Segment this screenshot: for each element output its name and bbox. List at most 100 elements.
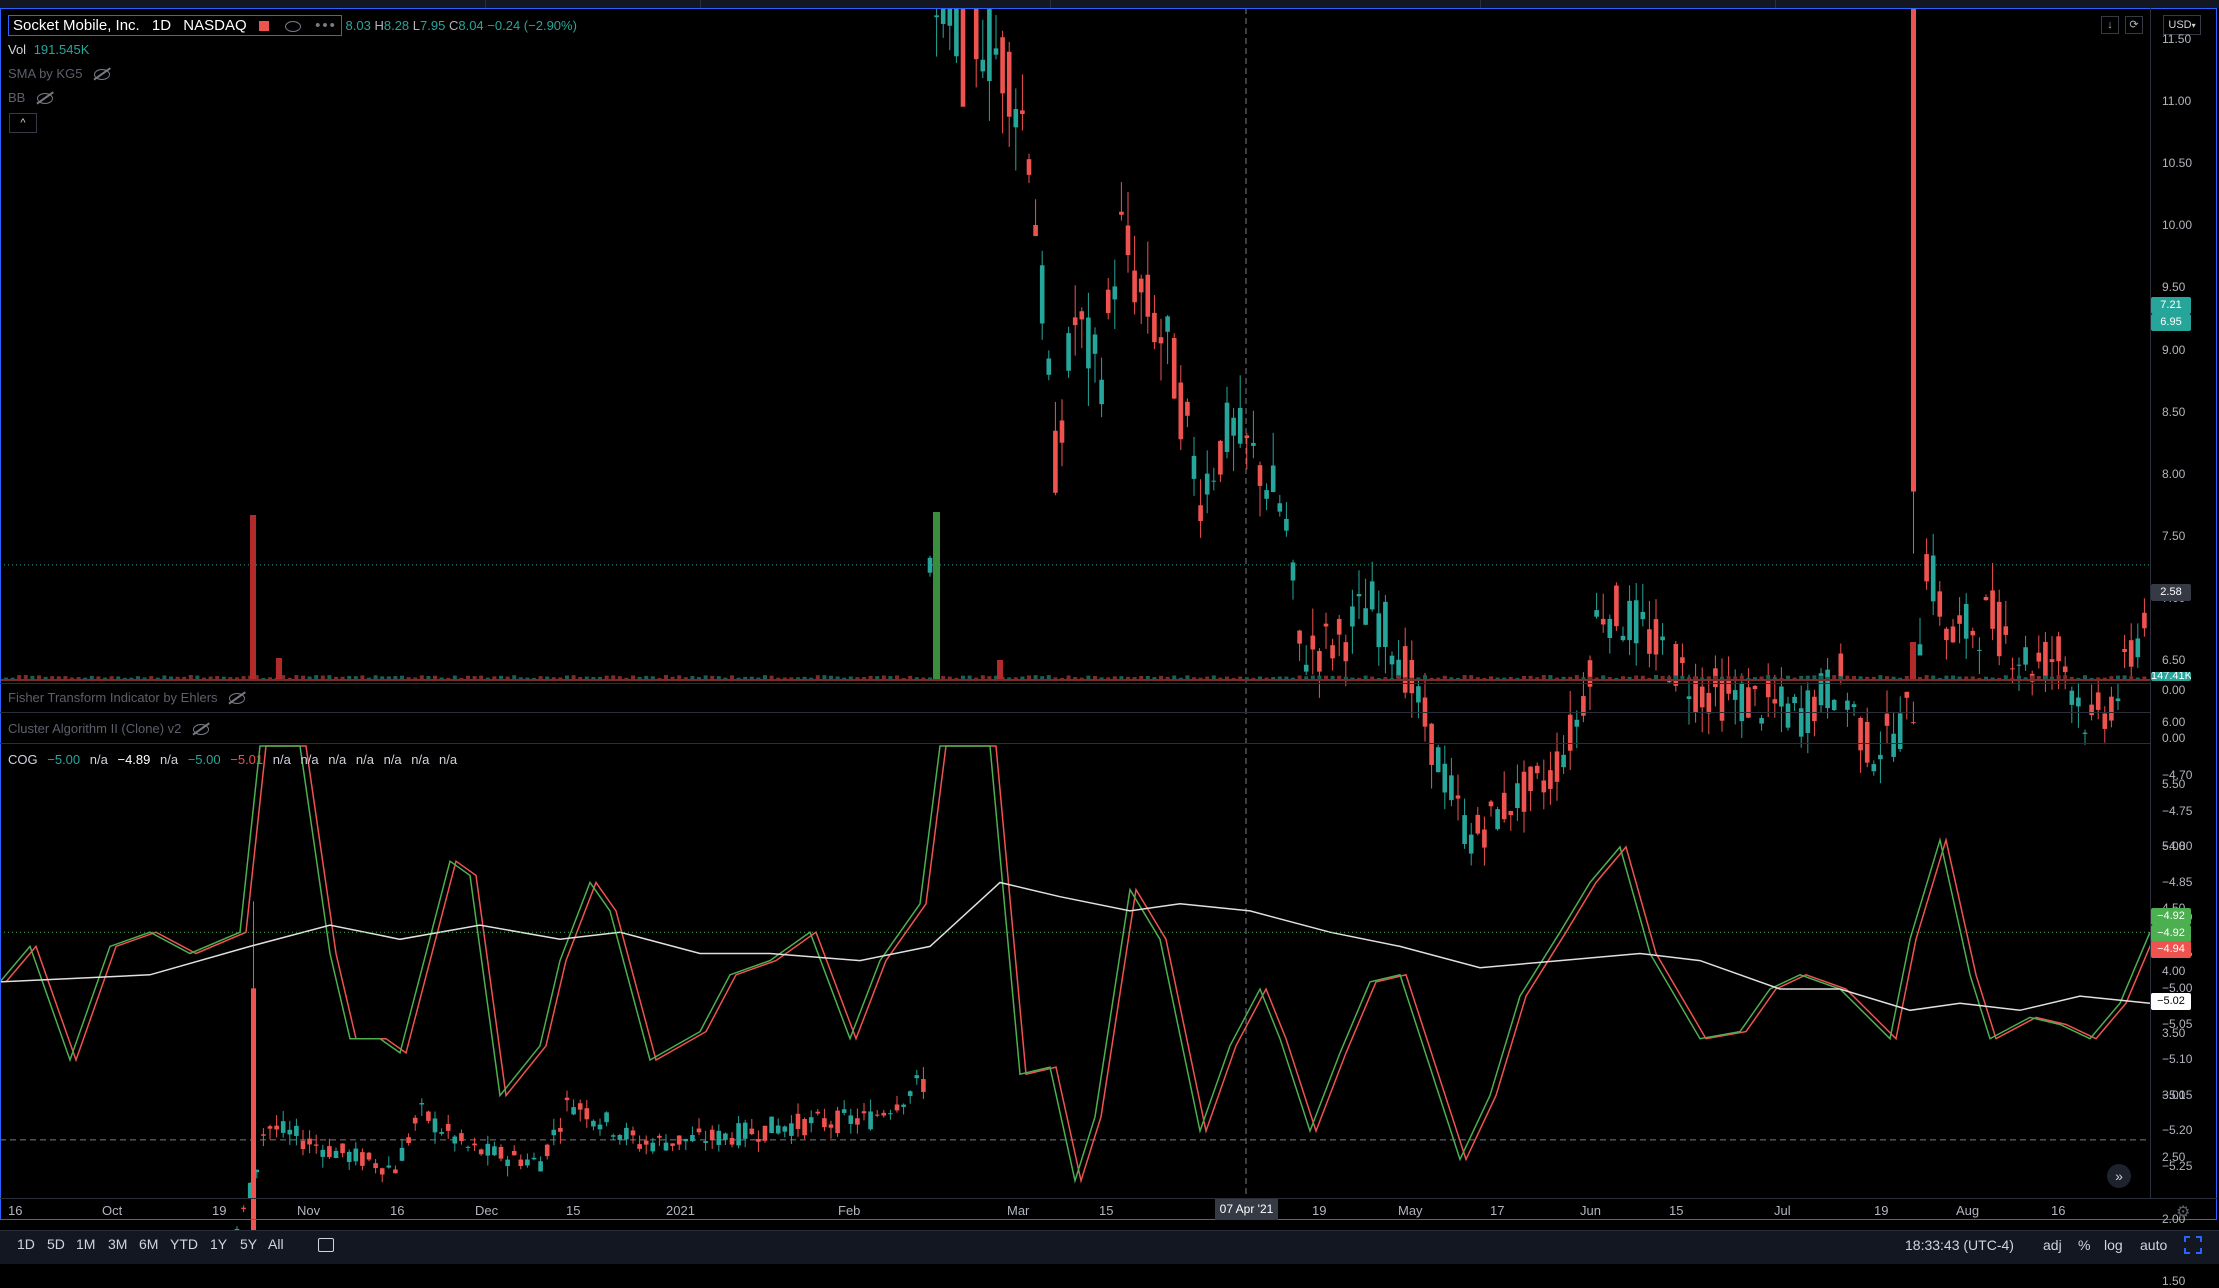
- settings-gear-icon[interactable]: ⚙: [2176, 1202, 2190, 1222]
- cog-axis-label: −4.70: [2162, 768, 2192, 782]
- symbol-box[interactable]: Socket Mobile, Inc. 1D NASDAQ •••: [8, 15, 342, 36]
- ohlc-open: 8.03: [346, 18, 371, 33]
- cog-value: n/a: [439, 752, 457, 767]
- cog-value: −4.89: [117, 752, 150, 767]
- clock[interactable]: 18:33:43 (UTC-4): [1905, 1237, 2014, 1253]
- cog-axis-label: −5.15: [2162, 1088, 2192, 1102]
- cog-label: COG: [8, 752, 38, 767]
- price-axis-label: 6.00: [2162, 715, 2185, 729]
- timeframe-button[interactable]: 3M: [108, 1236, 127, 1252]
- time-axis-label: 16: [8, 1203, 22, 1218]
- vol-label: Vol: [8, 42, 26, 57]
- interval: 1D: [152, 17, 171, 34]
- time-axis-label: Jul: [1774, 1203, 1791, 1218]
- bb-label: BB: [8, 90, 25, 105]
- exchange: NASDAQ: [183, 17, 246, 34]
- vol-value: 191.545K: [34, 42, 90, 57]
- pane-separator[interactable]: [0, 712, 2150, 713]
- ohlc-change: −0.24 (−2.90%): [487, 18, 577, 33]
- volume-badge: 147.41K: [2151, 672, 2191, 681]
- log-toggle[interactable]: log: [2104, 1237, 2123, 1253]
- price-axis-label: 8.00: [2162, 467, 2185, 481]
- fisher-legend[interactable]: Fisher Transform Indicator by Ehlers: [8, 690, 245, 705]
- bb-legend[interactable]: BB: [8, 90, 53, 105]
- collapse-legend-button[interactable]: ^: [9, 113, 37, 133]
- time-axis-label: 17: [1490, 1203, 1504, 1218]
- time-axis-label: 19: [212, 1203, 226, 1218]
- price-axis-label: 9.50: [2162, 280, 2185, 294]
- price-badge: 6.95: [2151, 314, 2191, 331]
- cog-legend[interactable]: COG −5.00 n/a −4.89 n/a −5.00 −5.01 n/a …: [8, 752, 463, 767]
- timeframe-button[interactable]: 1M: [76, 1236, 95, 1252]
- fisher-axis-label: 0.00: [2162, 683, 2185, 697]
- cog-axis-label: −5.20: [2162, 1123, 2192, 1137]
- cog-axis-label: −5.25: [2162, 1159, 2192, 1173]
- cog-badge: −4.92: [2151, 925, 2191, 942]
- cog-axis-label: −4.80: [2162, 839, 2192, 853]
- download-icon[interactable]: ↓: [2101, 16, 2119, 34]
- cog-badge: −5.02: [2151, 993, 2191, 1010]
- timeframe-button[interactable]: 5D: [47, 1236, 65, 1252]
- cluster-legend[interactable]: Cluster Algorithm II (Clone) v2: [8, 721, 209, 736]
- refresh-icon[interactable]: ⟳: [2125, 16, 2143, 34]
- ohlc-high-prefix: H: [374, 18, 383, 33]
- crosshair-price-badge: 2.58: [2151, 584, 2191, 601]
- pane-separator[interactable]: [0, 683, 2150, 684]
- timeframe-button[interactable]: 1Y: [210, 1236, 227, 1252]
- time-axis-label: Nov: [297, 1203, 320, 1218]
- cog-value: n/a: [300, 752, 318, 767]
- price-axis-label: 10.00: [2162, 218, 2192, 232]
- ohlc-close-prefix: C: [449, 18, 458, 33]
- price-axis-label: 8.50: [2162, 405, 2185, 419]
- adj-toggle[interactable]: adj: [2043, 1237, 2062, 1253]
- hidden-eye-icon[interactable]: [94, 69, 110, 80]
- price-axis-label: 9.00: [2162, 343, 2185, 357]
- time-axis-label: May: [1398, 1203, 1423, 1218]
- time-axis-label: Jun: [1580, 1203, 1601, 1218]
- fullscreen-icon[interactable]: [2184, 1236, 2202, 1254]
- timeframe-button[interactable]: YTD: [170, 1236, 198, 1252]
- timeframe-button[interactable]: 6M: [139, 1236, 158, 1252]
- cluster-axis-label: 0.00: [2162, 731, 2185, 745]
- hidden-eye-icon[interactable]: [37, 93, 53, 104]
- price-axis-label: 11.50: [2162, 32, 2191, 46]
- price-axis-label: 10.50: [2162, 156, 2192, 170]
- time-axis-label: 2021: [666, 1203, 695, 1218]
- hidden-eye-icon[interactable]: [193, 724, 209, 735]
- time-axis-label: Aug: [1956, 1203, 1979, 1218]
- cog-badge: −4.92: [2151, 908, 2191, 925]
- more-dots-icon[interactable]: •••: [315, 17, 337, 34]
- main-legend: Socket Mobile, Inc. 1D NASDAQ ••• 8.03 H…: [8, 15, 577, 36]
- time-axis-label: Mar: [1007, 1203, 1029, 1218]
- date-range-icon[interactable]: [318, 1238, 334, 1252]
- time-axis-label: Dec: [475, 1203, 498, 1218]
- time-axis-label: 19: [1312, 1203, 1326, 1218]
- hidden-eye-icon[interactable]: [229, 693, 245, 704]
- timeframe-button[interactable]: 1D: [17, 1236, 35, 1252]
- cog-axis-label: −4.75: [2162, 804, 2192, 818]
- timeframe-button[interactable]: 5Y: [240, 1236, 257, 1252]
- percent-toggle[interactable]: %: [2078, 1237, 2090, 1253]
- vol-legend[interactable]: Vol 191.545K: [8, 42, 89, 57]
- price-axis-label: 1.50: [2162, 1274, 2185, 1288]
- flag-icon[interactable]: [259, 21, 269, 31]
- symbol-name: Socket Mobile, Inc.: [13, 17, 140, 34]
- time-axis-border: [0, 1198, 2217, 1199]
- timeframe-button[interactable]: All: [268, 1236, 284, 1252]
- sma-legend[interactable]: SMA by KG5: [8, 66, 110, 81]
- pane-separator[interactable]: [0, 743, 2150, 744]
- ohlc-high: 8.28: [384, 18, 409, 33]
- cog-value: n/a: [328, 752, 346, 767]
- price-axis-label: 4.00: [2162, 964, 2185, 978]
- ohlc-low: 7.95: [420, 18, 445, 33]
- cog-value: n/a: [90, 752, 108, 767]
- auto-toggle[interactable]: auto: [2140, 1237, 2167, 1253]
- time-axis-label: 16: [2051, 1203, 2065, 1218]
- cog-value: −5.00: [47, 752, 80, 767]
- sma-label: SMA by KG5: [8, 66, 82, 81]
- visibility-eye-icon[interactable]: [285, 21, 301, 32]
- chart-frame: [0, 8, 2217, 1220]
- scroll-to-realtime-button[interactable]: »: [2107, 1164, 2131, 1188]
- cog-axis-label: −4.85: [2162, 875, 2192, 889]
- time-axis-label: 15: [1669, 1203, 1683, 1218]
